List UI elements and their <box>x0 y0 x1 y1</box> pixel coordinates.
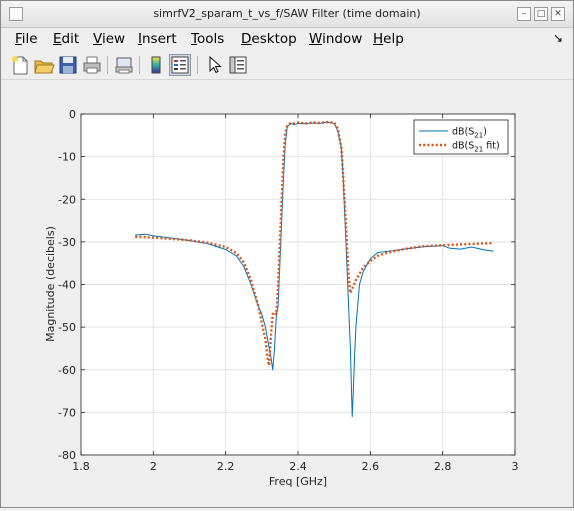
print-icon[interactable] <box>81 54 103 76</box>
x-tick-label: 2.8 <box>434 460 452 473</box>
open-folder-icon[interactable] <box>33 54 55 76</box>
toolbar-separator <box>107 56 108 74</box>
menu-view[interactable]: View <box>93 31 126 47</box>
save-icon[interactable] <box>57 54 79 76</box>
legend-text: ) <box>483 127 487 138</box>
x-tick-label: 3 <box>512 460 519 473</box>
x-tick-label: 2.2 <box>217 460 235 473</box>
print-preview-icon[interactable] <box>113 54 135 76</box>
maximize-icon[interactable]: □ <box>534 7 548 21</box>
y-tick-label: -20 <box>58 193 76 206</box>
legend[interactable]: dB(S21)dB(S21 fit) <box>413 119 509 155</box>
y-tick-label: 0 <box>69 108 76 121</box>
x-tick-label: 1.8 <box>72 460 90 473</box>
legend-subscript: 21 <box>474 146 483 154</box>
legend-subscript: 21 <box>474 132 483 140</box>
window-menu-icon[interactable] <box>9 7 23 21</box>
menu-mnemonic: D <box>241 31 252 47</box>
y-axis-label: Magnitude (decibels) <box>44 226 57 342</box>
menu-bar: File Edit View Insert Tools Desktop Wind… <box>1 28 573 50</box>
y-tick-label: -50 <box>58 321 76 334</box>
pointer-icon[interactable] <box>203 54 225 76</box>
minimize-icon[interactable]: – <box>517 7 531 21</box>
menu-edit[interactable]: Edit <box>53 31 80 47</box>
y-tick-label: -60 <box>58 364 76 377</box>
new-figure-icon[interactable] <box>9 54 31 76</box>
x-tick-label: 2.6 <box>362 460 380 473</box>
menu-mnemonic: E <box>53 31 62 47</box>
colorbar-icon[interactable] <box>145 54 167 76</box>
menu-mnemonic: T <box>191 31 197 47</box>
figure-toolbar <box>1 51 573 80</box>
menu-mnemonic: H <box>373 31 384 47</box>
dock-figure-icon[interactable]: ↘ <box>553 31 564 45</box>
menu-mnemonic: W <box>309 31 323 47</box>
menu-insert[interactable]: Insert <box>138 31 177 47</box>
property-editor-icon[interactable] <box>227 54 249 76</box>
y-tick-label: -10 <box>58 151 76 164</box>
menu-desktop[interactable]: Desktop <box>241 31 297 47</box>
y-tick-label: -80 <box>58 449 76 462</box>
series-line-1[interactable] <box>135 121 494 418</box>
menu-window[interactable]: Window <box>309 31 363 47</box>
close-icon[interactable]: ✕ <box>551 7 565 21</box>
menu-mnemonic: I <box>138 31 142 47</box>
window-title: simrfV2_sparam_t_vs_f/SAW Filter (time d… <box>153 7 421 20</box>
legend-icon[interactable] <box>169 54 191 76</box>
menu-help[interactable]: Help <box>373 31 404 47</box>
x-axis-label: Freq [GHz] <box>269 475 327 488</box>
menu-mnemonic: V <box>93 31 102 47</box>
y-tick-label: -40 <box>58 279 76 292</box>
legend-text: dB(S <box>452 127 474 138</box>
y-tick-label: -30 <box>58 236 76 249</box>
menu-tools[interactable]: Tools <box>191 31 225 47</box>
legend-entry-1: dB(S21) <box>452 127 487 140</box>
toolbar-separator <box>139 56 140 74</box>
legend-entry-2: dB(S21 fit) <box>452 141 500 154</box>
toolbar-separator <box>197 56 198 74</box>
legend-text: fit) <box>483 141 499 152</box>
figure-canvas: 1.8 2 2.2 2.4 2.6 2.8 3 0 -10 -20 -30 -40 -50 -60 -70 -… <box>1 80 573 507</box>
x-tick-label: 2 <box>150 460 157 473</box>
menu-mnemonic: F <box>15 31 22 47</box>
series-line-2[interactable] <box>135 120 494 367</box>
menu-file[interactable]: File <box>15 31 38 47</box>
legend-box <box>413 119 509 155</box>
title-bar: simrfV2_sparam_t_vs_f/SAW Filter (time d… <box>1 1 573 28</box>
chart: 1.8 2 2.2 2.4 2.6 2.8 3 0 -10 -20 -30 -40 -50 -60 -70 -… <box>44 108 519 488</box>
legend-text: dB(S <box>452 141 474 152</box>
y-tick-label: -70 <box>58 406 76 419</box>
x-tick-label: 2.4 <box>289 460 307 473</box>
